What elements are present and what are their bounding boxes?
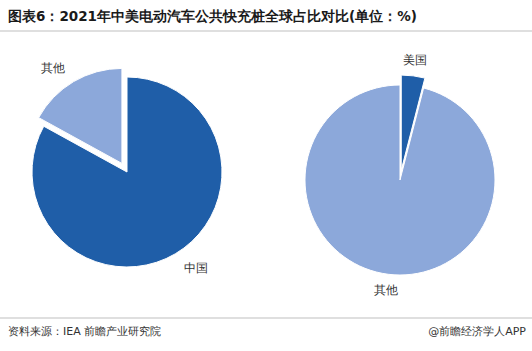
footer-rule <box>0 318 532 319</box>
source: 资料来源：IEA 前瞻产业研究院 <box>8 325 161 338</box>
pie: 中国 其他 <box>32 61 222 275</box>
slice-label: 美国 <box>403 53 427 67</box>
slice-label: 其他 <box>41 61 65 75</box>
chart-root: 图表6：2021年中美电动汽车公共快充桩全球占比对比(单位：%) 资料来源：IEA… <box>0 0 532 351</box>
pie-slice <box>39 68 122 163</box>
pie: 美国其他 <box>305 53 495 297</box>
pie-slice <box>305 85 495 275</box>
slice-label: 中国 <box>184 261 208 275</box>
title: 图表6：2021年中美电动汽车公共快充桩全球占比对比(单位：%) <box>8 8 417 24</box>
title-rule <box>0 31 532 32</box>
slice-label: 其他 <box>374 283 398 297</box>
credit: @前瞻经济学人APP <box>428 325 526 338</box>
